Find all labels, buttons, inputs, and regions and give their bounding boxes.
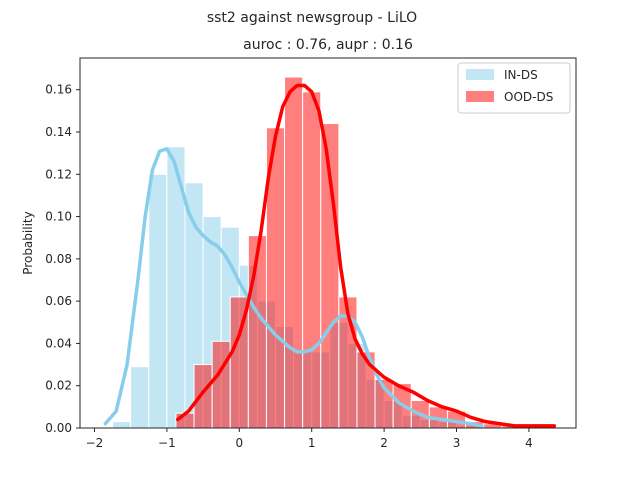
chart-title: sst2 against newsgroup - LiLO	[207, 10, 417, 26]
y-axis: 0.00 0.02 0.04 0.06 0.08 0.10 0.12 0.14 0.16	[45, 83, 80, 435]
x-axis: −2 −1 0 1 2 3 4	[86, 428, 533, 450]
x-tick-label: −1	[158, 436, 176, 450]
y-tick-label: 0.00	[45, 421, 72, 435]
bar-in-ds-1	[130, 366, 150, 429]
bar-ood-ds-2	[211, 340, 231, 429]
in-ds-kde-line	[103, 147, 484, 428]
x-tick-label: −2	[86, 436, 104, 450]
legend: IN-DS OOD-DS	[457, 62, 571, 114]
bar-ood-ds-7	[302, 91, 322, 429]
y-tick-label: 0.16	[45, 83, 72, 97]
x-tick-label: 4	[525, 436, 533, 450]
x-tick-label: 1	[308, 436, 316, 450]
legend-swatch-in-ds	[466, 69, 494, 80]
x-tick-label: 2	[380, 436, 388, 450]
plot-frame	[79, 57, 577, 429]
bar-ood-ds-1	[193, 364, 213, 429]
bar-in-ds-0	[112, 421, 132, 429]
y-tick-label: 0.12	[45, 167, 72, 181]
y-tick-label: 0.04	[45, 336, 72, 350]
y-axis-label: Probability	[21, 211, 35, 274]
bar-ood-ds-6	[284, 76, 304, 429]
legend-swatch-ood-ds	[466, 91, 494, 102]
bar-ood-ds-4	[247, 235, 267, 429]
ood-ds-kde-line	[176, 83, 557, 428]
y-tick-label: 0.14	[45, 125, 72, 139]
legend-label-in-ds: IN-DS	[504, 68, 538, 82]
bar-in-ds-2	[148, 173, 168, 429]
y-tick-label: 0.06	[45, 294, 72, 308]
x-tick-label: 0	[235, 436, 243, 450]
y-tick-label: 0.02	[45, 379, 72, 393]
y-tick-label: 0.10	[45, 210, 72, 224]
y-tick-label: 0.08	[45, 252, 72, 266]
x-tick-label: 3	[453, 436, 461, 450]
chart-subtitle: auroc : 0.76, aupr : 0.16	[243, 37, 413, 53]
plot-area	[79, 57, 577, 429]
legend-label-ood-ds: OOD-DS	[504, 90, 553, 104]
